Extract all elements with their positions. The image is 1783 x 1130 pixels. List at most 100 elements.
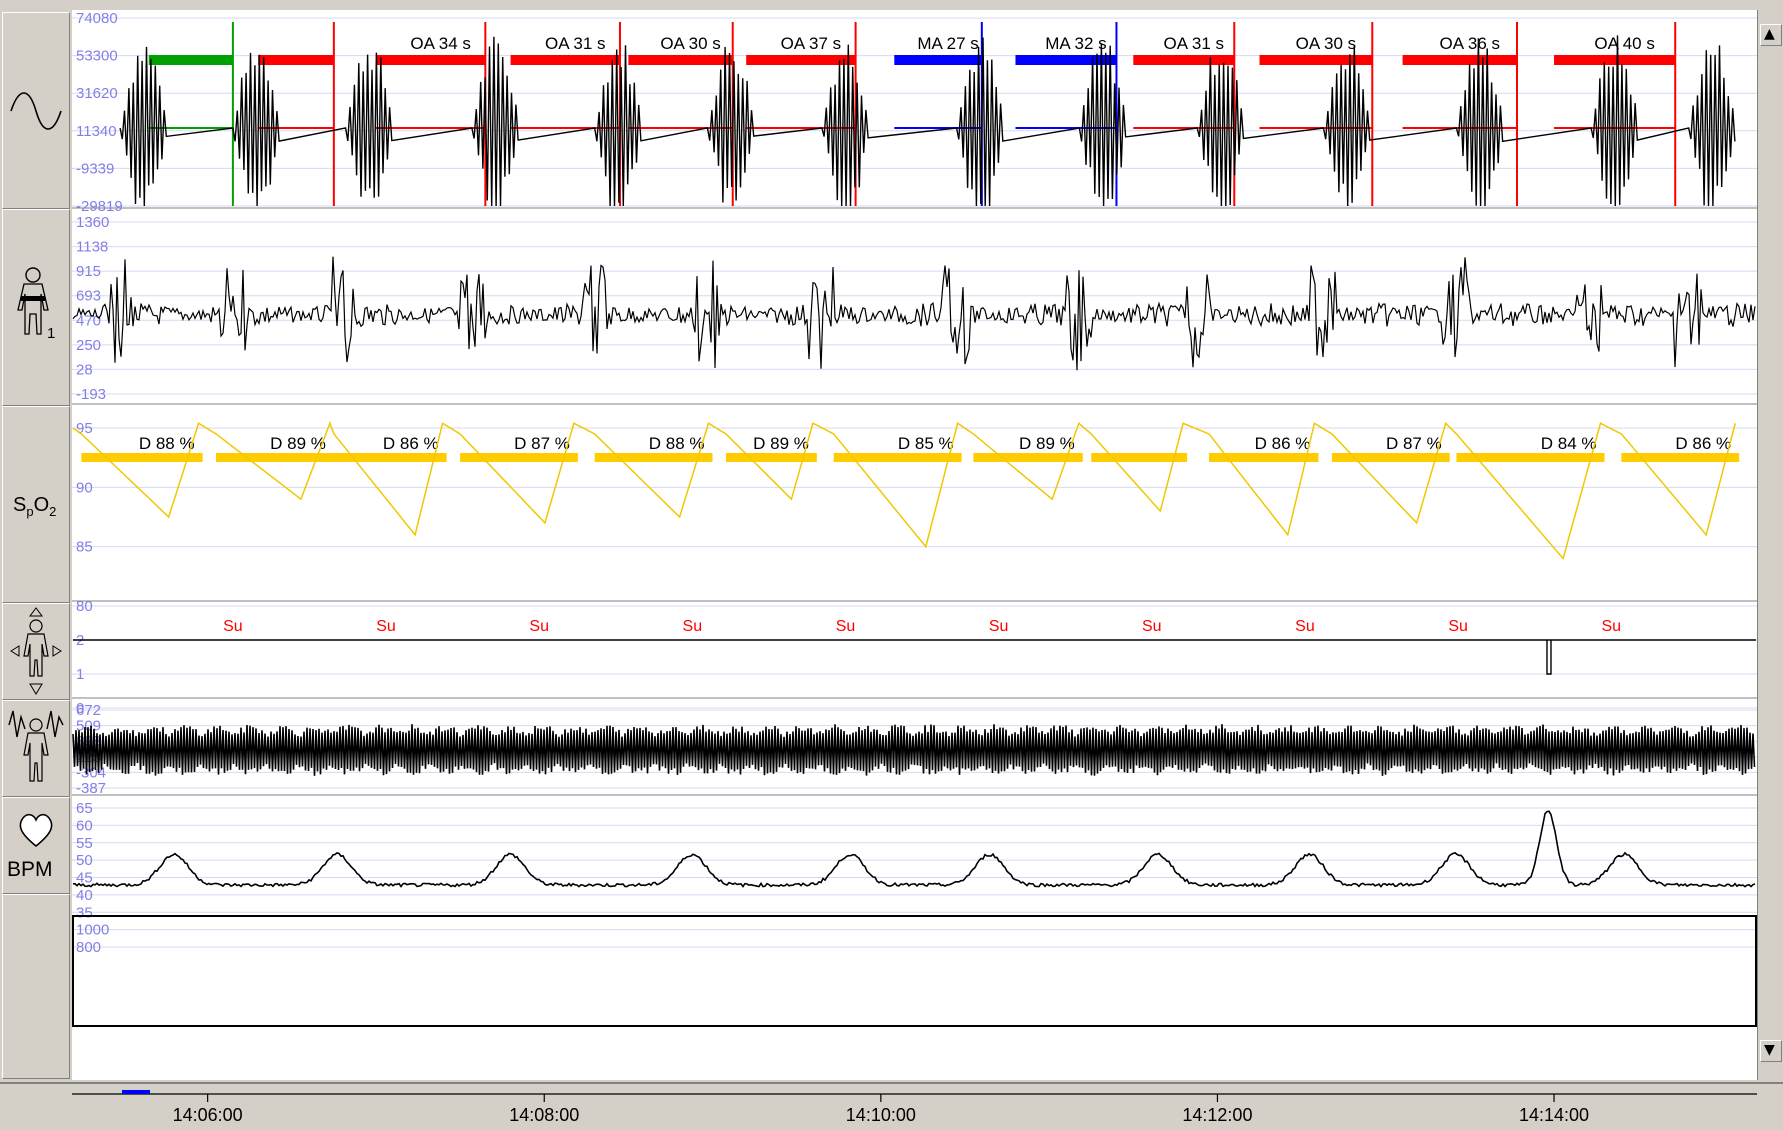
chest-tick-label: 470: [76, 312, 101, 329]
event-bar: [746, 55, 856, 65]
vertical-scrollbar[interactable]: ▲ ▼: [1757, 10, 1783, 1080]
position-tick-label: 1: [76, 666, 84, 683]
hr-tick-label: 65: [76, 800, 93, 817]
desaturation-bar: [973, 453, 1083, 462]
supine-marker: Su: [989, 618, 1009, 635]
event-bar: [1402, 55, 1518, 65]
chest-tick-label: 250: [76, 337, 101, 354]
hr-tick-label: 35: [76, 904, 93, 921]
desaturation-label: D 86 %: [1675, 434, 1731, 453]
desaturation-label: D 87 %: [514, 434, 570, 453]
desaturation-bar: [1456, 453, 1605, 462]
snore-channel-button[interactable]: [2, 700, 70, 797]
desaturation-bar: [1331, 453, 1450, 462]
empty-channel-button[interactable]: [2, 894, 70, 1079]
flow-tick-label: 74080: [76, 10, 118, 27]
chest-tick-label: 1360: [76, 214, 109, 231]
desaturation-bar: [81, 453, 203, 462]
plot-background: [72, 10, 1757, 1080]
supine-marker: Su: [1295, 618, 1315, 635]
supine-marker: Su: [836, 618, 856, 635]
chest-trace: [72, 256, 1756, 371]
flow-channel-button[interactable]: [2, 12, 70, 209]
desaturation-bar: [594, 453, 713, 462]
flow-tick-label: 53300: [76, 48, 118, 65]
desaturation-label: D 86 %: [1255, 434, 1311, 453]
time-tick-label: 14:10:00: [846, 1105, 916, 1125]
desaturation-bar: [726, 453, 817, 462]
supine-marker: Su: [1601, 618, 1621, 635]
desaturation-bar: [460, 453, 578, 462]
spo2-trace: [72, 421, 1736, 561]
desaturation-bar: [833, 453, 962, 462]
desaturation-bar: [1209, 453, 1319, 462]
desaturation-label: D 85 %: [898, 434, 954, 453]
desaturation-label: D 88 %: [649, 434, 705, 453]
sine-wave-icon: [10, 92, 62, 130]
event-label: OA 37 s: [781, 34, 841, 53]
time-position-marker: [122, 1090, 150, 1094]
desaturation-label: D 89 %: [753, 434, 809, 453]
position-dip: [1546, 640, 1552, 675]
event-label: OA 31 s: [545, 34, 605, 53]
event-bar: [1133, 55, 1235, 65]
flow-trace: [119, 35, 1736, 207]
event-label: OA 34 s: [410, 34, 470, 53]
scroll-down-button[interactable]: ▼: [1760, 1040, 1782, 1062]
event-label: OA 31 s: [1164, 34, 1224, 53]
spo2-tick-label: 80: [76, 598, 93, 615]
desaturation-label: D 88 %: [139, 434, 195, 453]
chest-tick-label: -193: [76, 386, 106, 403]
event-bar: [894, 55, 982, 65]
hr-tick-label: 45: [76, 870, 93, 887]
chest-tick-label: 1138: [76, 239, 108, 256]
spo2-label: SpO2: [13, 494, 56, 519]
scroll-down-icon: ▼: [1764, 1042, 1775, 1058]
scroll-up-button[interactable]: ▲: [1760, 24, 1782, 46]
event-label: OA 30 s: [1296, 34, 1356, 53]
chest-channel-button[interactable]: 1: [2, 209, 70, 406]
hr-tick-label: 800: [76, 939, 101, 956]
chest-subscript: 1: [47, 325, 55, 342]
position-channel-button[interactable]: [2, 603, 70, 700]
event-bar: [628, 55, 733, 65]
time-tick-label: 14:12:00: [1182, 1105, 1252, 1125]
event-label: MA 32 s: [1045, 34, 1106, 53]
event-bar: [148, 55, 233, 65]
top-toolbar-strip: [0, 0, 1783, 10]
chest-tick-label: 28: [76, 361, 93, 378]
time-tick-label: 14:08:00: [509, 1105, 579, 1125]
time-tick-label: 14:14:00: [1519, 1105, 1589, 1125]
channel-sidebar: 1 SpO2 BPM: [0, 10, 74, 1080]
supine-marker: Su: [1142, 618, 1162, 635]
hr-tick-label: 1000: [76, 922, 109, 939]
supine-marker: Su: [1448, 618, 1468, 635]
flow-tick-label: 11340: [76, 123, 117, 140]
desaturation-bar: [216, 453, 334, 462]
chest-tick-label: 693: [76, 288, 101, 305]
hr-tick-label: 60: [76, 817, 93, 834]
desaturation-bar: [333, 453, 447, 462]
snore-tick-label: -387: [76, 780, 106, 797]
flow-tick-label: -29819: [76, 198, 123, 215]
spo2-tick-label: 85: [76, 539, 93, 556]
supine-marker: Su: [529, 618, 549, 635]
heart-icon: [19, 813, 53, 847]
event-bar: [1259, 55, 1373, 65]
desaturation-bar: [1621, 453, 1740, 462]
chest-belt-body-icon: 1: [17, 267, 55, 342]
hr-tick-label: 55: [76, 835, 93, 852]
spo2-channel-button[interactable]: SpO2: [2, 406, 70, 603]
scroll-up-icon: ▲: [1764, 26, 1775, 42]
event-bar: [258, 55, 334, 65]
supine-marker: Su: [376, 618, 396, 635]
desaturation-bar: [1091, 453, 1188, 462]
hr-tick-label: 40: [76, 887, 93, 904]
supine-marker: Su: [683, 618, 703, 635]
event-label: OA 40 s: [1594, 34, 1654, 53]
event-bar: [1015, 55, 1117, 65]
position-tick-label: 0: [76, 700, 84, 717]
heart-rate-channel-button[interactable]: BPM: [2, 797, 70, 894]
time-axis: 14:06:00 14:08:00 14:10:00 14:12:00 14:14:00: [0, 1082, 1783, 1126]
